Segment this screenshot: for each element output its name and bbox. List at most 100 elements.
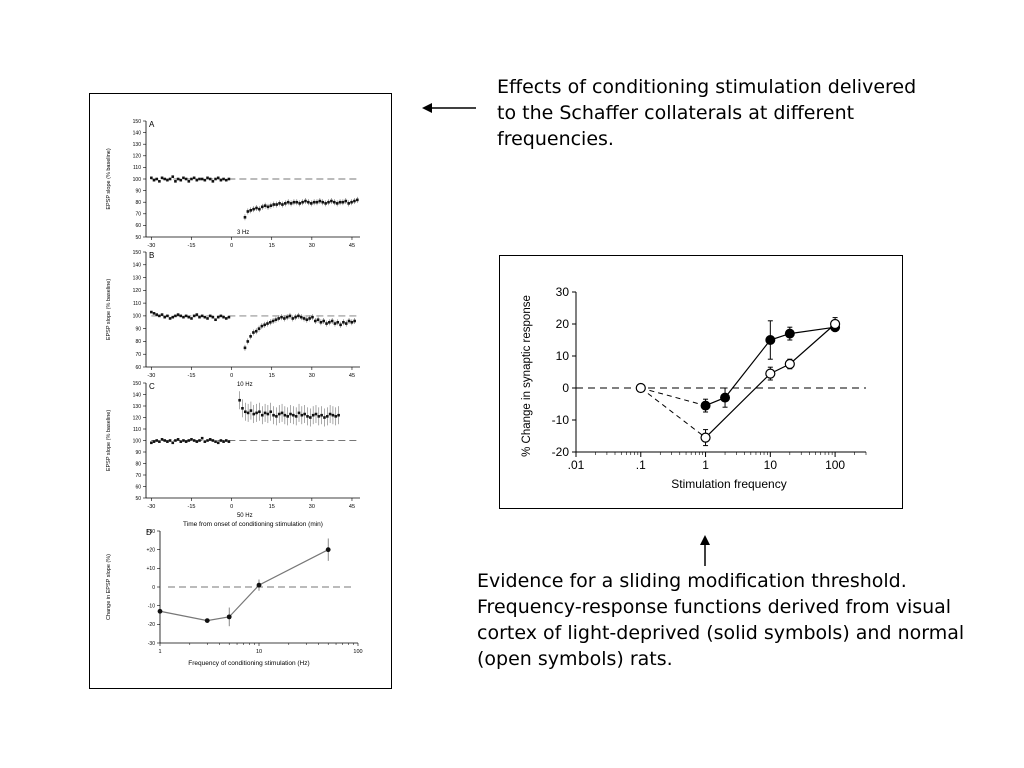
data-point: [182, 176, 185, 180]
data-point: [198, 315, 201, 319]
y-tick-label: 100: [133, 438, 142, 444]
y-tick-label: 70: [135, 473, 141, 479]
data-point: [222, 177, 225, 181]
data-point: [271, 319, 275, 323]
y-tick-label: 30: [556, 285, 570, 299]
y-tick-label: -10: [552, 413, 570, 427]
data-point: [155, 177, 158, 181]
y-axis-label: EPSP slope (% baseline): [106, 410, 112, 472]
data-point: [333, 322, 337, 325]
data-point: [304, 199, 307, 203]
x-tick-label: -30: [147, 504, 155, 510]
solid-series-connector: [640, 387, 706, 407]
y-tick-label: -20: [148, 622, 155, 628]
y-tick-label: 90: [135, 326, 141, 332]
data-point: [219, 314, 223, 318]
y-tick-label: 0: [562, 381, 569, 395]
data-point: [179, 178, 183, 182]
x-tick-label: 15: [269, 504, 275, 510]
data-point: [338, 200, 342, 204]
data-point: [211, 315, 215, 319]
y-tick-label: 150: [133, 119, 142, 125]
data-point: [224, 317, 228, 320]
data-point: [307, 200, 310, 204]
data-point: [286, 415, 289, 418]
data-point: [174, 314, 177, 318]
data-point: [266, 412, 270, 416]
data-point: [208, 177, 212, 181]
data-point: [272, 203, 276, 206]
data-point: [298, 202, 302, 205]
data-point: [353, 319, 356, 323]
data-point: [168, 439, 172, 442]
x-tick-label: 45: [349, 373, 355, 379]
panel-sliding-threshold: -20 -10 0 10 20 30 .01 .1 1 10 100 % Change in syna…: [521, 285, 867, 491]
data-point: [281, 203, 284, 206]
y-tick-label: 100: [133, 314, 142, 320]
data-point: [195, 440, 199, 443]
data-point: [313, 319, 317, 323]
data-point: [324, 202, 327, 205]
data-point: [176, 313, 180, 316]
data-point: [283, 413, 287, 417]
data-point: [179, 314, 183, 318]
x-tick-label: 1: [702, 458, 709, 472]
data-point: [158, 440, 161, 443]
x-tick-label: 10: [256, 649, 262, 655]
data-point: [323, 416, 326, 419]
up-arrow-icon: [700, 535, 710, 566]
x-tick-label: 30: [309, 243, 315, 249]
data-point: [227, 315, 231, 319]
y-tick-label: 140: [133, 263, 142, 269]
x-tick-label: 15: [269, 243, 275, 249]
data-point: [219, 439, 223, 442]
data-point: [208, 314, 212, 318]
data-point: [275, 415, 278, 418]
panel-letter: D: [146, 528, 152, 537]
frequency-annotation: 50 Hz: [237, 513, 253, 519]
data-point: [246, 340, 250, 343]
data-point: [171, 315, 175, 319]
data-point: [295, 200, 299, 204]
y-tick-label: 140: [133, 130, 142, 136]
y-tick-label: 110: [133, 165, 141, 171]
y-axis-label: EPSP slope (% baseline): [106, 148, 112, 210]
y-tick-label: 80: [135, 339, 141, 345]
data-point: [321, 200, 325, 204]
data-point: [174, 439, 177, 442]
data-point: [187, 180, 191, 183]
data-point: [214, 177, 217, 181]
x-tick-label: .01: [568, 458, 585, 472]
data-point: [184, 177, 188, 181]
data-point: [208, 438, 212, 441]
data-point: [187, 439, 191, 442]
open-data-point: [700, 432, 711, 443]
data-point: [327, 200, 330, 204]
panel-letter: C: [149, 382, 155, 391]
data-point: [150, 176, 153, 180]
solid-data-point: [700, 400, 711, 411]
data-point: [163, 439, 167, 442]
data-point: [204, 618, 210, 623]
data-point: [176, 438, 180, 441]
data-point: [224, 178, 228, 182]
data-point: [260, 205, 264, 209]
data-point: [325, 547, 331, 553]
x-tick-label: 30: [309, 373, 315, 379]
data-point: [195, 178, 199, 182]
y-tick-label: +20: [147, 547, 156, 553]
data-point: [184, 440, 188, 443]
data-point: [280, 315, 283, 319]
caption-top: Effects of conditioning stimulation deli…: [497, 76, 917, 150]
data-point: [160, 313, 164, 316]
data-point: [203, 315, 207, 319]
data-point: [157, 608, 163, 614]
data-point: [243, 215, 247, 219]
frequency-annotation: 3 Hz: [237, 230, 249, 236]
data-point: [222, 440, 225, 443]
y-tick-label: -20: [552, 445, 570, 459]
data-point: [263, 204, 267, 207]
y-tick-label: 50: [135, 235, 141, 241]
x-tick-label: 100: [825, 458, 845, 472]
